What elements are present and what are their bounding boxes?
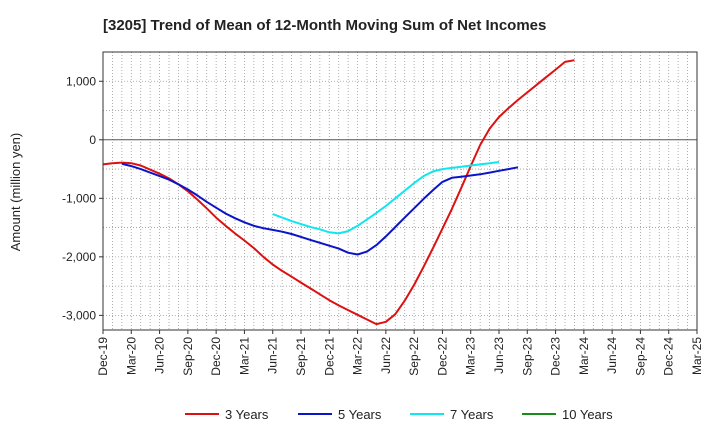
chart-title: [3205] Trend of Mean of 12-Month Moving … — [103, 17, 546, 34]
x-tick-label: Sep-21 — [294, 337, 308, 376]
series-line-3-years — [102, 59, 575, 326]
y-tick-label: 1,000 — [66, 74, 96, 88]
plot-frame — [102, 51, 698, 331]
legend-label-5-years: 5 Years — [338, 407, 382, 422]
series-line-5-years — [121, 162, 519, 256]
x-tick-label: Dec-19 — [96, 337, 110, 376]
x-tick-label: Dec-20 — [209, 337, 223, 376]
x-tick-label: Mar-24 — [577, 337, 591, 375]
series-lines — [102, 59, 575, 326]
x-tick-label: Jun-21 — [266, 337, 280, 374]
x-tick-label: Mar-21 — [237, 337, 251, 375]
legend-label-7-years: 7 Years — [450, 407, 494, 422]
y-tick-label: 0 — [89, 133, 96, 147]
x-tick-label: Sep-24 — [633, 337, 647, 376]
x-tick-label: Dec-24 — [662, 337, 676, 376]
y-axis-ticks: 1,000 0 -1,000 -2,000 -3,000 — [62, 74, 103, 322]
x-tick-label: Jun-20 — [153, 337, 167, 374]
legend-label-10-years: 10 Years — [562, 407, 613, 422]
x-tick-label: Dec-23 — [549, 337, 563, 376]
x-tick-label: Jun-23 — [492, 337, 506, 374]
x-tick-label: Mar-23 — [464, 337, 478, 375]
y-tick-label: -2,000 — [62, 250, 96, 264]
y-axis-label: Amount (million yen) — [8, 133, 23, 252]
y-tick-label: -3,000 — [62, 308, 96, 322]
x-tick-label: Sep-23 — [520, 337, 534, 376]
x-axis-ticks: Dec-19 Mar-20 Jun-20 Sep-20 Dec-20 Mar-21 Jun-… — [96, 330, 704, 376]
x-tick-label: Dec-22 — [435, 337, 449, 376]
x-tick-label: Sep-22 — [407, 337, 421, 376]
x-tick-label: Mar-20 — [124, 337, 138, 375]
y-tick-label: -1,000 — [62, 191, 96, 205]
legend-label-3-years: 3 Years — [225, 407, 269, 422]
legend: 3 Years 5 Years 7 Years 10 Years — [185, 407, 613, 422]
series-line-7-years — [272, 161, 500, 235]
x-tick-label: Mar-22 — [351, 337, 365, 375]
x-tick-label: Jun-22 — [379, 337, 393, 374]
x-tick-label: Sep-20 — [181, 337, 195, 376]
x-tick-label: Dec-21 — [322, 337, 336, 376]
x-tick-label: Jun-24 — [605, 337, 619, 374]
x-tick-label: Mar-25 — [690, 337, 704, 375]
